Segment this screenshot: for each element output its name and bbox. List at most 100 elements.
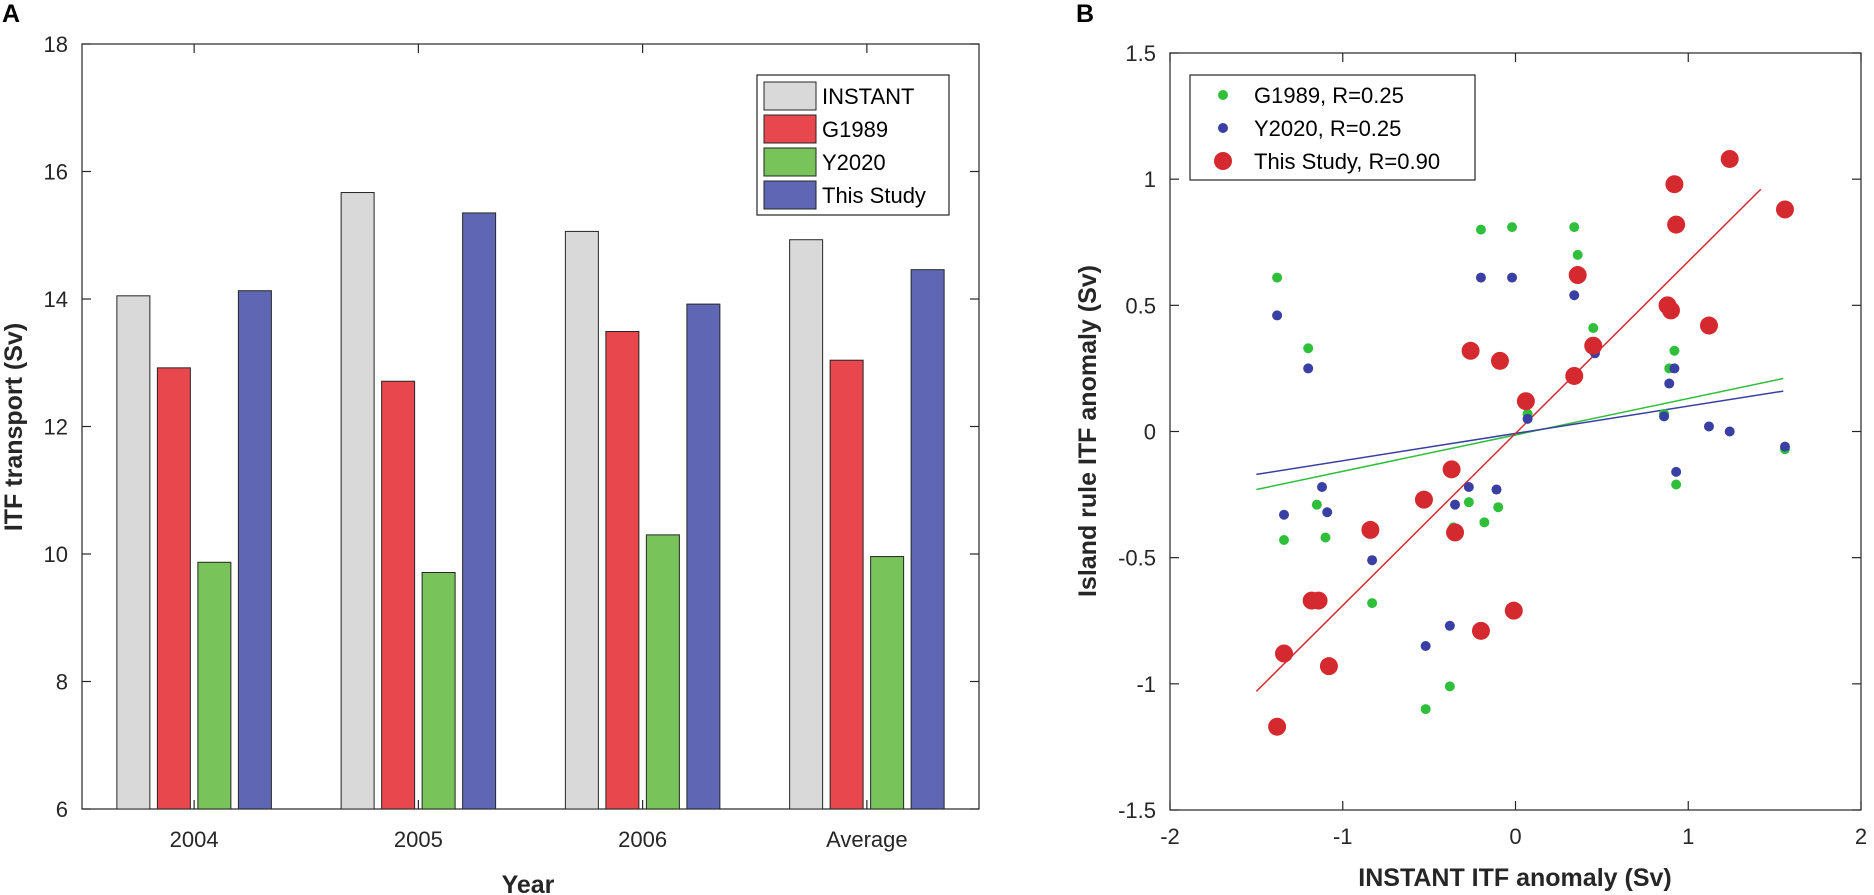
- y-tick-label: 0.5: [1125, 293, 1156, 318]
- scatter-point: [1414, 490, 1433, 509]
- scatter-point: [1507, 222, 1518, 233]
- scatter-point: [1568, 266, 1587, 285]
- panel-b-ticks: -1.5 -1 -0.5 0 0.5 1 1.5 -2 -1 0 1 2: [1118, 41, 1867, 849]
- bar-g1989: [381, 380, 416, 810]
- scatter-point: [1584, 336, 1603, 355]
- scatter-point: [1699, 316, 1718, 335]
- scatter-point: [1268, 717, 1287, 736]
- x-tick-label: 0: [1509, 824, 1521, 849]
- bar-y2020: [197, 561, 232, 810]
- legend-label: This Study: [822, 183, 926, 208]
- scatter-point: [1279, 535, 1290, 546]
- scatter-point: [1446, 523, 1465, 542]
- scatter-point: [1775, 200, 1794, 219]
- scatter-point: [1463, 497, 1474, 508]
- y-tick-label: -0.5: [1118, 546, 1156, 571]
- scatter-point: [1320, 532, 1331, 543]
- scatter-point: [1275, 644, 1294, 663]
- scatter-point: [1703, 421, 1714, 432]
- scatter-point: [1475, 224, 1486, 235]
- bar-this-study: [237, 290, 272, 810]
- y-tick-label: 6: [56, 797, 68, 822]
- legend-swatch: [763, 180, 817, 210]
- bar-instant: [116, 295, 151, 810]
- x-tick-label: -2: [1160, 824, 1180, 849]
- panel-b-xlabel: INSTANT ITF anomaly (Sv): [1358, 864, 1671, 892]
- bar-instant: [340, 192, 375, 810]
- bar-g1989: [829, 359, 864, 810]
- panel-a-legend: INSTANT G1989 Y2020 This Study: [756, 74, 950, 216]
- scatter-point: [1479, 517, 1490, 528]
- bar-instant: [789, 239, 824, 810]
- scatter-point: [1444, 620, 1455, 631]
- legend-marker: [1218, 90, 1228, 100]
- y-tick-label: 16: [44, 160, 68, 185]
- scatter-point: [1420, 704, 1431, 715]
- scatter-point: [1661, 301, 1680, 320]
- scatter-point: [1667, 215, 1686, 234]
- bar-g1989: [605, 331, 640, 810]
- scatter-point: [1569, 290, 1580, 301]
- fit-line: [1256, 390, 1784, 476]
- bar-g1989: [156, 367, 191, 810]
- bar-y2020: [421, 571, 456, 810]
- scatter-point: [1491, 484, 1502, 495]
- fit-line: [1256, 377, 1784, 491]
- bar-y2020: [870, 556, 905, 810]
- scatter-point: [1272, 310, 1283, 321]
- legend-swatch: [763, 114, 817, 144]
- scatter-point: [1779, 441, 1790, 452]
- scatter-point: [1475, 272, 1486, 283]
- scatter-point: [1450, 499, 1461, 510]
- scatter-point: [1317, 482, 1328, 493]
- panel-b-ylabel: Island rule ITF anomaly (Sv): [1074, 265, 1102, 597]
- scatter-point: [1669, 345, 1680, 356]
- scatter-point: [1569, 222, 1580, 233]
- legend-label: INSTANT: [822, 84, 914, 109]
- bar-this-study: [910, 269, 945, 810]
- scatter-point: [1420, 640, 1431, 651]
- panel-a-label: A: [2, 0, 20, 28]
- scatter-point: [1367, 555, 1378, 566]
- scatter-point: [1311, 499, 1322, 510]
- legend-label: Y2020: [822, 150, 886, 175]
- x-tick-label: -1: [1333, 824, 1353, 849]
- scatter-point: [1522, 413, 1533, 424]
- panel-b-legend: G1989, R=0.25 Y2020, R=0.25 This Study, R=…: [1189, 74, 1476, 181]
- panel-a-xlabel: Year: [502, 871, 555, 895]
- x-tick-label: 2004: [170, 827, 219, 852]
- scatter-point: [1319, 657, 1338, 676]
- scatter-point: [1461, 341, 1480, 360]
- y-tick-label: 18: [44, 32, 68, 57]
- panel-a-ylabel: ITF transport (Sv): [0, 323, 28, 531]
- scatter-point: [1671, 479, 1682, 490]
- scatter-point: [1471, 621, 1490, 640]
- legend-swatch: [763, 147, 817, 177]
- y-tick-label: 1: [1144, 167, 1156, 192]
- scatter-point: [1309, 591, 1328, 610]
- legend-swatch: [763, 81, 817, 111]
- scatter-point: [1303, 363, 1314, 374]
- scatter-point: [1669, 363, 1680, 374]
- panel-b-legend-box: [1189, 74, 1476, 181]
- panel-b-label: B: [1076, 0, 1094, 28]
- y-tick-label: 10: [44, 542, 68, 567]
- scatter-point: [1664, 378, 1675, 389]
- scatter-point: [1504, 601, 1523, 620]
- panel-a-ticks: 6 8 10 12 14 16 18 2004 2005 2006 Average: [44, 32, 979, 852]
- legend-label: This Study, R=0.90: [1254, 149, 1440, 174]
- x-tick-label: 2: [1855, 824, 1867, 849]
- bar-y2020: [645, 534, 680, 810]
- y-tick-label: 0: [1144, 420, 1156, 445]
- scatter-point: [1463, 482, 1474, 493]
- panel-a-bars: [116, 192, 945, 810]
- scatter-point: [1724, 426, 1735, 437]
- scatter-point: [1565, 366, 1584, 385]
- scatter-point: [1516, 392, 1535, 411]
- x-tick-label: 1: [1682, 824, 1694, 849]
- x-tick-label: Average: [826, 827, 908, 852]
- y-tick-label: 14: [44, 287, 68, 312]
- scatter-point: [1665, 175, 1684, 194]
- scatter-point: [1659, 411, 1670, 422]
- fit-line: [1255, 188, 1762, 692]
